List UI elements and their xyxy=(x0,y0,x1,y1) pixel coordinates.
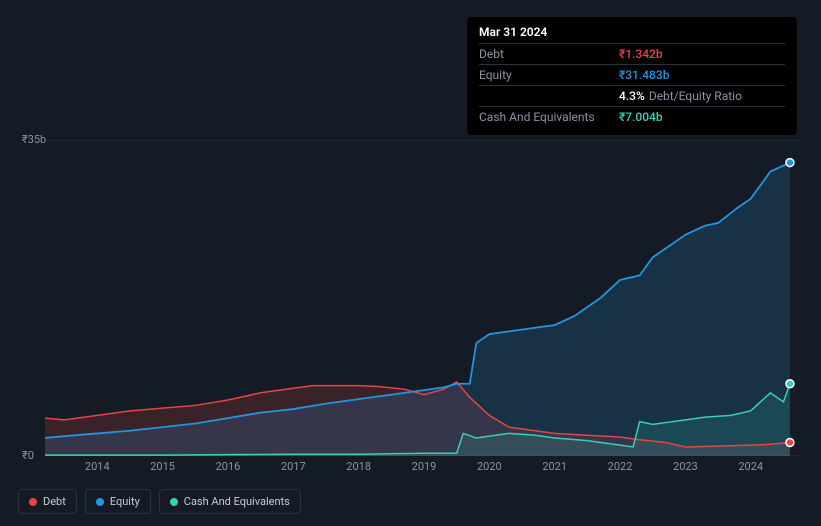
tooltip-row: Debt₹1.342b xyxy=(479,43,785,64)
tooltip-label: Debt xyxy=(479,47,619,61)
tooltip-value: 4.3%Debt/Equity Ratio xyxy=(619,89,742,103)
legend-label: Debt xyxy=(43,495,66,508)
tooltip-row: 4.3%Debt/Equity Ratio xyxy=(479,85,785,106)
x-tick-label: 2016 xyxy=(216,460,241,473)
x-tick-label: 2021 xyxy=(542,460,567,473)
x-axis: 2014 2015 2016 2017 2018 2019 2020 2021 2022 2023… xyxy=(45,456,803,476)
legend-dot xyxy=(96,498,104,506)
chart-tooltip: Mar 31 2024 Debt₹1.342bEquity₹31.483b4.3… xyxy=(467,17,797,135)
y-tick-label: ₹35b xyxy=(22,133,46,146)
legend-item[interactable]: Cash And Equivalents xyxy=(159,489,301,514)
chart-area: ₹35b₹0 201420152016201720182019202020212… xyxy=(18,122,803,476)
tooltip-value: ₹31.483b xyxy=(619,68,669,82)
tooltip-row: Equity₹31.483b xyxy=(479,64,785,85)
legend-item[interactable]: Equity xyxy=(85,489,151,514)
chart-svg[interactable] xyxy=(45,140,803,456)
tooltip-date: Mar 31 2024 xyxy=(479,25,785,39)
tooltip-label: Equity xyxy=(479,68,619,82)
tooltip-value: ₹1.342b xyxy=(619,47,663,61)
legend-item[interactable]: Debt xyxy=(18,489,77,514)
x-tick-label: 2020 xyxy=(477,460,502,473)
legend-dot xyxy=(170,498,178,506)
x-tick-label: 2017 xyxy=(281,460,306,473)
x-tick-label: 2022 xyxy=(608,460,633,473)
x-tick-label: 2018 xyxy=(346,460,371,473)
tooltip-label xyxy=(479,89,619,103)
legend: Debt Equity Cash And Equivalents xyxy=(18,489,301,514)
x-tick-label: 2014 xyxy=(85,460,110,473)
x-tick-label: 2023 xyxy=(673,460,698,473)
x-tick-label: 2015 xyxy=(150,460,175,473)
y-tick-label: ₹0 xyxy=(22,449,34,462)
legend-label: Equity xyxy=(110,495,140,508)
legend-label: Cash And Equivalents xyxy=(184,495,290,508)
x-tick-label: 2024 xyxy=(738,460,763,473)
x-tick-label: 2019 xyxy=(412,460,437,473)
tooltip-rows: Debt₹1.342bEquity₹31.483b4.3%Debt/Equity… xyxy=(479,43,785,127)
legend-dot xyxy=(29,498,37,506)
